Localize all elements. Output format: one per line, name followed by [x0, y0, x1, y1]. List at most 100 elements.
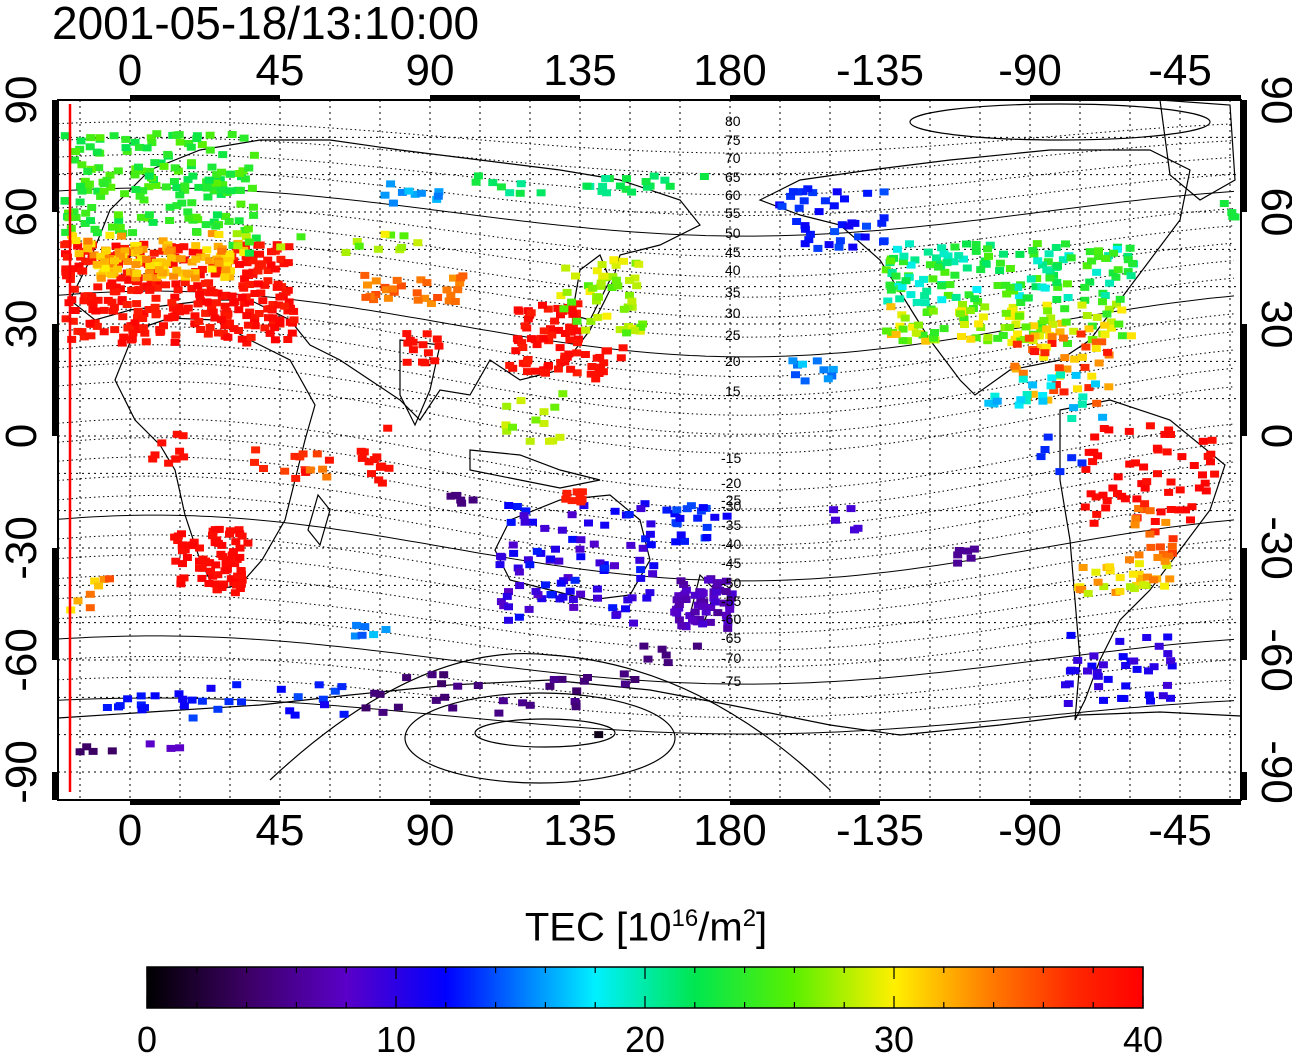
- tec-cell: [410, 190, 420, 198]
- tec-cell: [115, 702, 125, 710]
- tec-cell: [937, 282, 947, 290]
- tec-cell: [1181, 506, 1190, 514]
- tec-cell: [580, 351, 590, 358]
- tec-cell: [573, 300, 583, 308]
- tec-cell: [204, 176, 214, 184]
- tec-cell: [182, 554, 192, 561]
- tec-cell: [93, 283, 103, 291]
- tec-cell: [192, 135, 202, 143]
- tec-cell: [981, 260, 991, 268]
- tec-cell: [646, 541, 656, 549]
- tec-cell: [895, 295, 905, 303]
- tec-cell: [556, 579, 566, 587]
- tec-cell: [1198, 437, 1208, 445]
- tec-cell: [1030, 348, 1040, 356]
- tec-cell: [990, 392, 1000, 400]
- tec-cell: [1085, 248, 1095, 256]
- tec-cell: [1036, 343, 1046, 351]
- tec-cell: [196, 326, 206, 333]
- tec-cell: [107, 271, 117, 279]
- contour-label: -70: [721, 650, 741, 666]
- tec-cell: [1114, 320, 1124, 328]
- tec-cell: [646, 520, 656, 528]
- tec-cell: [64, 209, 73, 217]
- tec-cell: [1036, 453, 1046, 461]
- tec-cell: [699, 173, 709, 180]
- tec-cell: [131, 274, 141, 282]
- tec-cell: [151, 311, 161, 319]
- tec-cell: [1098, 491, 1108, 499]
- tec-cell: [202, 184, 212, 192]
- tec-cell: [555, 595, 565, 603]
- tec-cell: [77, 161, 87, 169]
- tec-cell: [1098, 298, 1107, 306]
- tec-cell: [231, 538, 241, 546]
- tec-cell: [576, 498, 586, 506]
- tec-cell: [572, 317, 582, 325]
- tec-cell: [596, 363, 606, 371]
- tec-cell: [1100, 321, 1110, 329]
- tec-cell: [573, 339, 582, 347]
- tec-cell: [269, 319, 278, 327]
- tec-cell: [634, 260, 644, 268]
- tec-cell: [1136, 575, 1146, 582]
- tec-cell: [554, 326, 564, 334]
- tec-cell: [384, 464, 394, 472]
- tec-cell: [133, 307, 143, 315]
- colorbar-tick-label: 0: [137, 1019, 157, 1057]
- tec-cell: [919, 275, 928, 283]
- tec-cell: [130, 138, 140, 146]
- tec-cell: [1086, 490, 1096, 498]
- tec-cell: [1125, 556, 1134, 564]
- tec-cell: [1186, 516, 1195, 524]
- tec-cell: [1042, 325, 1052, 333]
- tec-cell: [237, 576, 247, 584]
- tec-cell: [1092, 313, 1102, 321]
- tec-cell: [290, 711, 300, 719]
- tec-cell: [99, 575, 109, 583]
- tec-cell: [672, 596, 682, 604]
- tec-cell: [1032, 240, 1042, 248]
- tec-cell: [420, 294, 430, 302]
- tec-cell: [572, 488, 582, 496]
- tec-cell: [144, 172, 154, 180]
- tec-cell: [426, 300, 436, 307]
- tec-cell: [657, 645, 667, 653]
- left-lat-label: -60: [0, 628, 46, 692]
- tec-cell: [138, 324, 148, 332]
- tec-cell: [240, 175, 250, 183]
- tec-cell: [1162, 448, 1172, 456]
- tec-cell: [165, 217, 175, 224]
- contour-label: -60: [721, 611, 741, 627]
- tec-cell: [95, 134, 105, 142]
- tec-cell: [686, 502, 696, 510]
- tec-cell: [1085, 278, 1095, 286]
- tec-cell: [1113, 473, 1123, 481]
- tec-cell: [1078, 564, 1088, 571]
- tec-cell: [171, 331, 181, 339]
- tec-cell: [593, 313, 603, 321]
- tec-cell: [1012, 340, 1022, 348]
- tec-cell: [641, 535, 651, 543]
- tec-cell: [205, 257, 215, 265]
- tec-cell: [1078, 393, 1088, 401]
- tec-cell: [661, 651, 671, 659]
- tec-cell: [73, 242, 83, 250]
- tec-cell: [592, 585, 602, 593]
- tec-cell: [900, 314, 910, 322]
- tec-cell: [244, 281, 254, 288]
- tec-cell: [649, 562, 659, 570]
- tec-cell: [242, 312, 252, 320]
- colorbar-title: TEC [1016/m2]: [524, 905, 768, 950]
- tec-cell: [505, 361, 515, 369]
- tec-cell: [906, 291, 916, 299]
- tec-cell: [375, 463, 385, 471]
- tec-cell: [539, 420, 549, 427]
- tec-cell: [636, 505, 646, 513]
- tec-cell: [588, 284, 598, 292]
- tec-cell: [61, 315, 71, 323]
- tec-cell: [265, 329, 275, 337]
- tec-cell: [1124, 427, 1134, 435]
- tec-cell: [1087, 257, 1097, 265]
- tec-cell: [123, 695, 133, 703]
